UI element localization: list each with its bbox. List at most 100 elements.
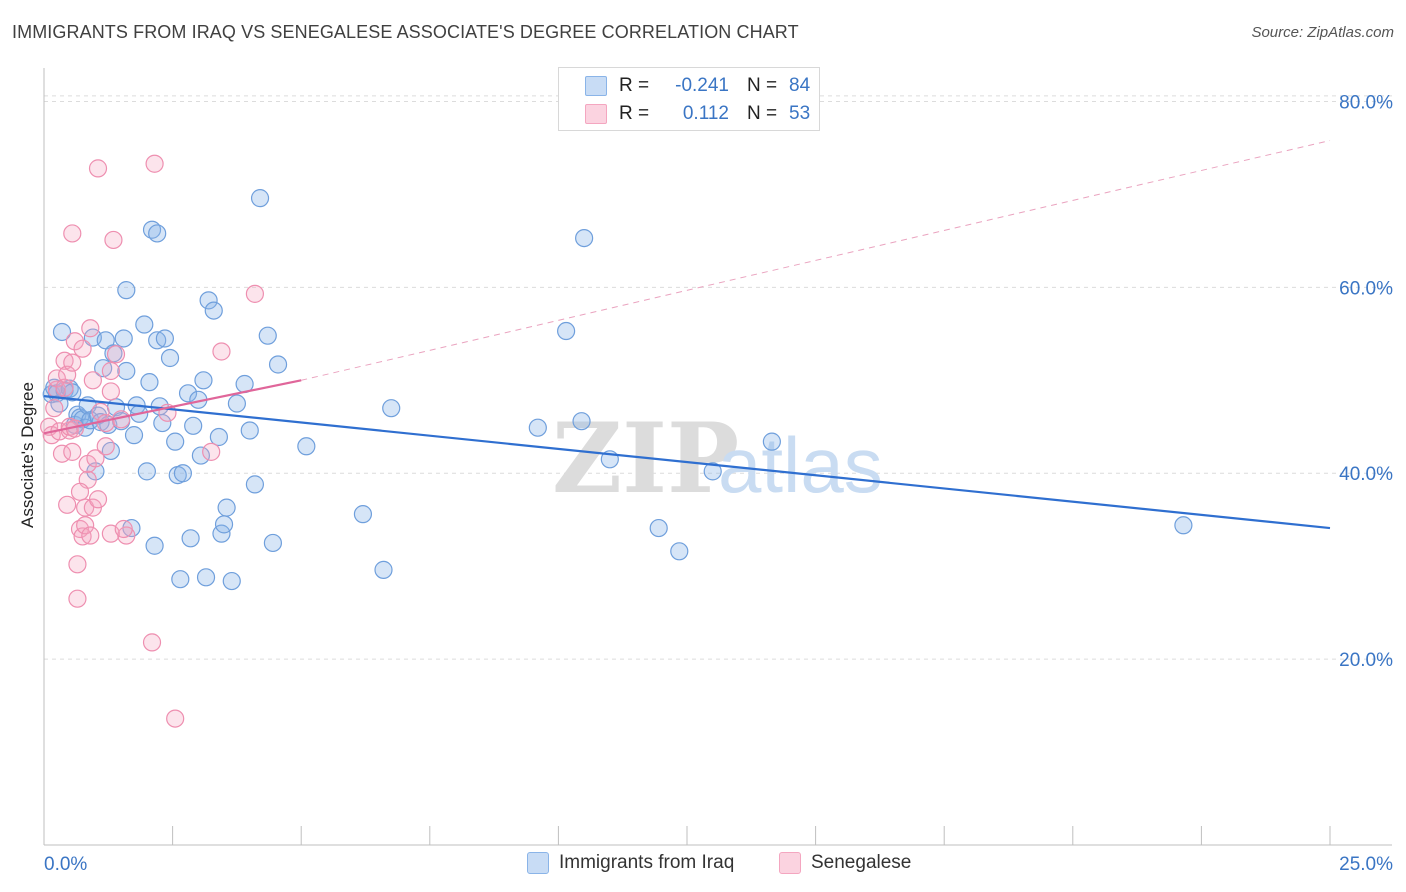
data-point-senegalese xyxy=(101,361,120,381)
data-point-senegalese xyxy=(202,442,221,461)
legend-label-iraq: Immigrants from Iraq xyxy=(559,852,735,873)
data-point-senegalese xyxy=(86,449,105,468)
data-point-senegalese xyxy=(45,399,64,418)
data-point-iraq xyxy=(240,421,259,440)
legend-label-senegalese: Senegalese xyxy=(811,852,912,873)
legend-n-value: 53 xyxy=(789,103,811,124)
y-tick-label: 80.0% xyxy=(1339,92,1393,113)
chart-title: IMMIGRANTS FROM IRAQ VS SENEGALESE ASSOC… xyxy=(12,22,799,42)
data-point-senegalese xyxy=(58,495,77,514)
data-point-senegalese xyxy=(73,527,92,546)
data-point-iraq xyxy=(209,427,228,447)
data-point-iraq xyxy=(145,536,164,555)
trend-line-iraq xyxy=(43,394,1331,530)
data-point-senegalese xyxy=(145,154,164,173)
source-label: Source: ZipAtlas.com xyxy=(1251,24,1394,41)
data-point-iraq xyxy=(181,529,200,548)
data-point-iraq xyxy=(250,189,270,208)
data-point-iraq xyxy=(114,329,133,348)
data-point-senegalese xyxy=(142,633,162,652)
y-tick-label: 60.0% xyxy=(1339,278,1393,299)
data-point-senegalese xyxy=(114,519,133,539)
data-point-iraq xyxy=(153,413,172,433)
data-point-iraq xyxy=(572,412,591,431)
data-point-iraq xyxy=(124,426,144,445)
series-senegalese-points xyxy=(40,154,265,728)
data-point-iraq xyxy=(184,416,203,435)
data-point-iraq xyxy=(135,315,154,334)
data-point-senegalese xyxy=(81,319,100,338)
data-point-senegalese xyxy=(63,353,82,372)
correlation-legend: R = -0.241 N = 84 R = 0.112 N = 53 xyxy=(558,67,820,131)
legend-r-value: 0.112 xyxy=(682,103,729,124)
data-point-senegalese xyxy=(47,369,66,388)
data-point-iraq xyxy=(670,542,689,561)
data-point-iraq xyxy=(353,505,373,524)
data-point-iraq xyxy=(194,371,213,390)
data-point-iraq xyxy=(575,228,594,248)
data-point-senegalese xyxy=(65,332,84,351)
data-point-senegalese xyxy=(212,342,231,361)
data-point-senegalese xyxy=(68,555,87,574)
data-point-iraq xyxy=(155,329,174,348)
data-point-iraq xyxy=(258,326,277,345)
legend-swatch-iraq xyxy=(527,852,549,874)
legend-item-senegalese[interactable]: Senegalese xyxy=(779,852,911,874)
data-point-iraq xyxy=(227,394,246,413)
legend-swatch-senegalese xyxy=(779,852,801,874)
tick-labels: 20.0% 40.0% 60.0% 80.0% 0.0% 25.0% xyxy=(44,92,1393,875)
legend-r-label: R = xyxy=(619,75,650,96)
data-point-iraq xyxy=(268,355,288,374)
data-point-iraq xyxy=(245,475,265,494)
legend-n-label: N = xyxy=(747,75,778,96)
data-point-senegalese xyxy=(104,230,123,250)
axes xyxy=(43,68,1392,846)
data-point-iraq xyxy=(171,570,190,589)
data-point-iraq xyxy=(703,462,722,481)
trend-line-senegalese-extension xyxy=(301,140,1331,381)
data-point-iraq xyxy=(117,361,136,381)
data-point-iraq xyxy=(297,437,316,456)
data-point-senegalese xyxy=(88,159,108,178)
data-point-iraq xyxy=(222,571,241,591)
x-tick-label-max: 25.0% xyxy=(1339,854,1393,875)
legend-n-value: 84 xyxy=(789,75,811,96)
data-point-senegalese xyxy=(63,442,82,461)
data-point-senegalese xyxy=(245,284,265,303)
data-point-iraq xyxy=(762,432,781,451)
data-point-iraq xyxy=(137,462,156,481)
data-point-iraq xyxy=(263,533,283,553)
data-point-senegalese xyxy=(101,382,120,401)
data-point-iraq xyxy=(191,446,210,465)
data-point-iraq xyxy=(204,301,223,320)
data-point-iraq xyxy=(199,291,218,310)
legend-row-senegalese: R = 0.112 N = 53 xyxy=(559,101,810,127)
data-point-iraq xyxy=(178,384,198,403)
data-point-iraq xyxy=(173,464,192,483)
data-point-senegalese xyxy=(106,345,126,364)
legend-item-iraq[interactable]: Immigrants from Iraq xyxy=(527,852,734,874)
legend-swatch-senegalese xyxy=(585,104,607,124)
y-tick-label: 40.0% xyxy=(1339,464,1393,485)
legend-row-iraq: R = -0.241 N = 84 xyxy=(559,73,810,99)
data-point-senegalese xyxy=(73,339,92,358)
y-tick-label: 20.0% xyxy=(1339,650,1393,671)
watermark-atlas: atlas xyxy=(718,421,883,509)
data-point-iraq xyxy=(166,432,185,451)
data-point-iraq xyxy=(160,348,180,368)
legend-swatch-iraq xyxy=(585,76,607,96)
data-point-iraq xyxy=(214,515,234,534)
data-point-iraq xyxy=(557,321,576,341)
data-point-iraq xyxy=(382,399,401,418)
data-point-iraq xyxy=(374,560,393,579)
data-point-senegalese xyxy=(88,490,108,509)
series-legend: Immigrants from Iraq Senegalese xyxy=(0,852,1406,878)
data-point-iraq xyxy=(52,322,72,342)
data-point-iraq xyxy=(117,281,136,300)
data-point-senegalese xyxy=(96,413,115,433)
data-point-iraq xyxy=(1174,516,1193,535)
data-point-iraq xyxy=(196,568,216,587)
data-point-iraq xyxy=(649,518,668,538)
data-point-iraq xyxy=(528,418,547,437)
